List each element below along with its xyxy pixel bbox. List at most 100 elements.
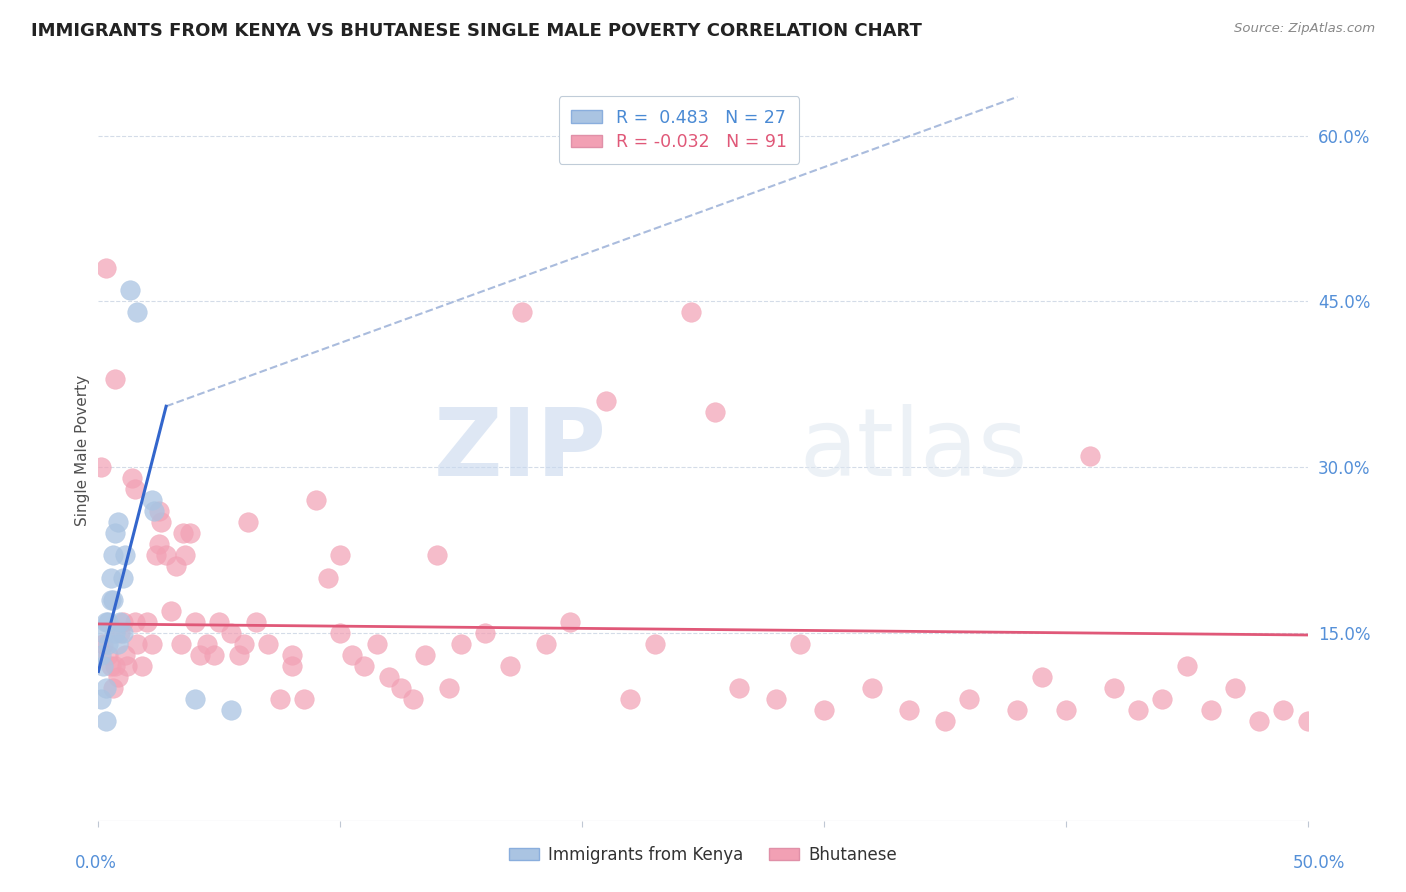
Point	[141, 637, 163, 651]
Point	[619, 692, 641, 706]
Point	[127, 637, 149, 651]
Point	[111, 570, 134, 584]
Point	[1031, 670, 1053, 684]
Point	[934, 714, 956, 729]
Point	[94, 714, 117, 729]
Text: 0.0%: 0.0%	[75, 855, 117, 872]
Point	[101, 592, 124, 607]
Point	[558, 615, 581, 629]
Point	[342, 648, 364, 662]
Point	[329, 625, 352, 640]
Point	[91, 625, 114, 640]
Point	[155, 549, 177, 563]
Point	[269, 692, 291, 706]
Point	[94, 681, 117, 695]
Point	[704, 405, 727, 419]
Point	[232, 637, 254, 651]
Point	[1078, 449, 1101, 463]
Point	[91, 637, 114, 651]
Point	[413, 648, 436, 662]
Point	[114, 549, 136, 563]
Point	[1175, 659, 1198, 673]
Point	[94, 261, 117, 276]
Point	[101, 549, 124, 563]
Point	[256, 637, 278, 651]
Text: ZIP: ZIP	[433, 404, 606, 497]
Point	[228, 648, 250, 662]
Legend: R =  0.483   N = 27, R = -0.032   N = 91: R = 0.483 N = 27, R = -0.032 N = 91	[558, 96, 799, 163]
Point	[957, 692, 980, 706]
Point	[179, 526, 201, 541]
Point	[90, 460, 112, 475]
Point	[104, 526, 127, 541]
Point	[188, 648, 211, 662]
Point	[114, 648, 136, 662]
Point	[121, 471, 143, 485]
Point	[292, 692, 315, 706]
Point	[305, 493, 328, 508]
Point	[100, 570, 122, 584]
Point	[165, 559, 187, 574]
Point	[353, 659, 375, 673]
Point	[101, 681, 124, 695]
Point	[765, 692, 787, 706]
Point	[221, 625, 243, 640]
Point	[204, 648, 226, 662]
Point	[160, 604, 183, 618]
Point	[534, 637, 557, 651]
Point	[97, 615, 120, 629]
Point	[104, 625, 127, 640]
Point	[107, 516, 129, 530]
Point	[474, 625, 496, 640]
Point	[184, 692, 207, 706]
Point	[124, 615, 146, 629]
Point	[108, 615, 131, 629]
Point	[135, 615, 157, 629]
Point	[644, 637, 666, 651]
Point	[108, 625, 131, 640]
Point	[1102, 681, 1125, 695]
Point	[94, 615, 117, 629]
Point	[174, 549, 197, 563]
Point	[111, 615, 134, 629]
Point	[1272, 703, 1295, 717]
Point	[402, 692, 425, 706]
Point	[1007, 703, 1029, 717]
Point	[245, 615, 267, 629]
Point	[127, 305, 149, 319]
Point	[141, 493, 163, 508]
Point	[450, 637, 472, 651]
Point	[897, 703, 920, 717]
Y-axis label: Single Male Poverty: Single Male Poverty	[75, 375, 90, 526]
Point	[148, 537, 170, 551]
Point	[195, 637, 218, 651]
Point	[813, 703, 835, 717]
Point	[1199, 703, 1222, 717]
Point	[281, 648, 304, 662]
Point	[789, 637, 811, 651]
Point	[118, 283, 141, 297]
Point	[90, 692, 112, 706]
Point	[97, 648, 120, 662]
Point	[104, 659, 127, 673]
Point	[1152, 692, 1174, 706]
Point	[221, 703, 243, 717]
Point	[184, 615, 207, 629]
Text: Source: ZipAtlas.com: Source: ZipAtlas.com	[1234, 22, 1375, 36]
Point	[104, 371, 127, 385]
Point	[107, 670, 129, 684]
Point	[1296, 714, 1319, 729]
Point	[1249, 714, 1271, 729]
Point	[498, 659, 520, 673]
Point	[281, 659, 304, 673]
Point	[1054, 703, 1077, 717]
Point	[90, 648, 112, 662]
Point	[143, 504, 166, 518]
Point	[366, 637, 388, 651]
Point	[100, 592, 122, 607]
Point	[389, 681, 412, 695]
Point	[91, 659, 114, 673]
Point	[728, 681, 751, 695]
Text: atlas: atlas	[800, 404, 1028, 497]
Legend: Immigrants from Kenya, Bhutanese: Immigrants from Kenya, Bhutanese	[502, 839, 904, 871]
